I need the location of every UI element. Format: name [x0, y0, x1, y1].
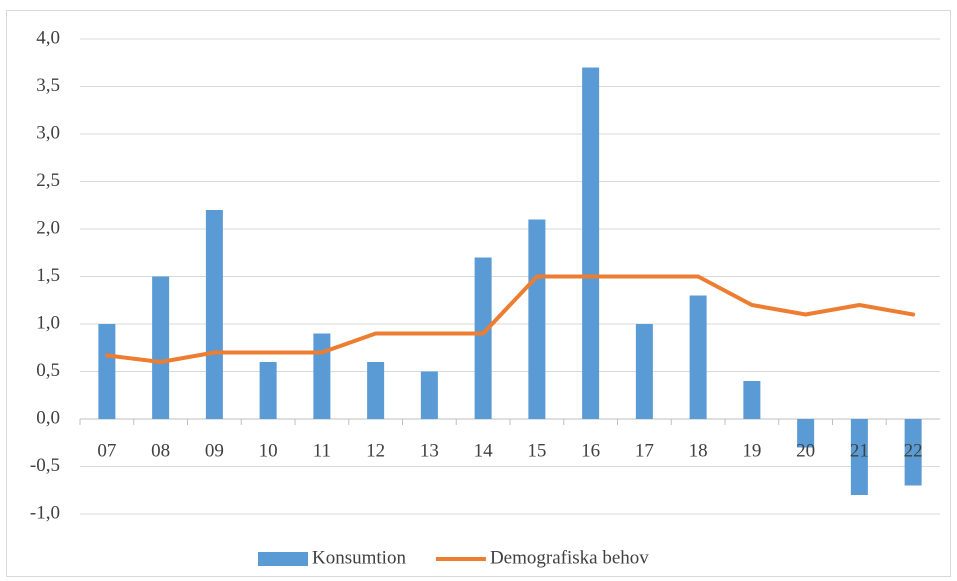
bar	[689, 295, 707, 419]
bar	[635, 324, 653, 419]
y-tick-label: 3,0	[36, 122, 60, 143]
bar	[259, 362, 277, 419]
bar	[98, 324, 116, 419]
x-tick-label: 11	[313, 440, 331, 461]
bar	[743, 381, 761, 419]
x-tick-label: 07	[97, 440, 116, 461]
y-tick-label: 2,5	[36, 170, 60, 191]
x-tick-label: 15	[527, 440, 546, 461]
bar	[205, 210, 223, 419]
y-tick-label: 0,5	[36, 360, 60, 381]
x-tick-label: 13	[420, 440, 439, 461]
y-tick-label: 0,0	[36, 407, 60, 428]
legend-label: Demografiska behov	[490, 547, 649, 568]
bar	[474, 257, 492, 419]
bar	[904, 419, 922, 486]
line	[104, 274, 916, 364]
bar	[367, 362, 385, 419]
x-tick-label: 18	[689, 440, 708, 461]
x-tick-label: 09	[205, 440, 224, 461]
x-tick-label: 20	[796, 440, 815, 461]
x-tick-label: 12	[366, 440, 385, 461]
bar	[797, 419, 815, 448]
y-tick-label: -1,0	[30, 502, 60, 523]
x-tick-label: 08	[151, 440, 170, 461]
x-tick-label: 17	[635, 440, 654, 461]
bar	[528, 219, 546, 419]
y-tick-label: 3,5	[36, 75, 60, 96]
y-tick-label: 4,0	[36, 27, 60, 48]
bar	[313, 333, 331, 419]
x-tick-label: 10	[259, 440, 278, 461]
x-tick-label: 19	[742, 440, 761, 461]
x-tick-label: 21	[850, 440, 869, 461]
y-tick-label: 1,0	[36, 312, 60, 333]
bar	[152, 276, 170, 419]
legend-label: Konsumtion	[312, 547, 406, 568]
x-tick-label: 22	[904, 440, 923, 461]
x-tick-label: 16	[581, 440, 600, 461]
y-tick-label: 1,5	[36, 265, 60, 286]
x-tick-label: 14	[474, 440, 494, 461]
bar	[850, 419, 868, 495]
bar	[420, 371, 438, 419]
y-tick-label: 2,0	[36, 217, 60, 238]
bar	[582, 67, 600, 419]
legend-swatch	[258, 552, 308, 566]
y-tick-label: -0,5	[30, 455, 60, 476]
